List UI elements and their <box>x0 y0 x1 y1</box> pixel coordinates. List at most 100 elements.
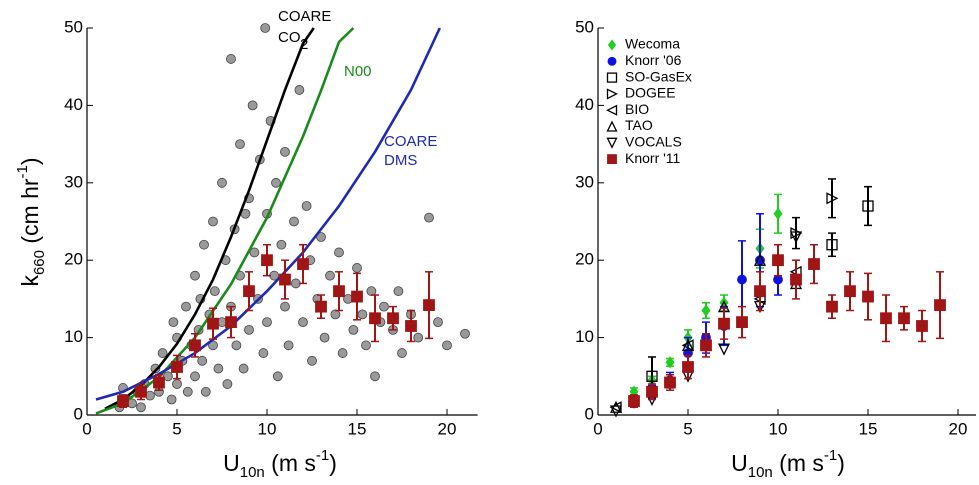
x-tick-label: 20 <box>949 419 968 438</box>
marker <box>117 395 129 407</box>
axis-label-part: 10n <box>240 464 265 481</box>
marker <box>208 216 218 227</box>
marker <box>182 386 193 397</box>
marker <box>701 304 711 317</box>
axis-label-part: ) <box>17 157 43 165</box>
marker <box>664 376 676 389</box>
axis-label-part: U <box>223 450 240 476</box>
marker <box>243 285 255 298</box>
marker <box>370 371 380 382</box>
marker <box>199 239 209 250</box>
marker <box>609 405 623 418</box>
marker <box>433 317 443 328</box>
marker <box>225 316 237 329</box>
marker <box>207 317 219 330</box>
marker <box>646 385 658 398</box>
marker <box>283 340 294 351</box>
marker <box>297 258 309 270</box>
y-tick-label: 20 <box>64 250 83 269</box>
x-tick-label: 0 <box>82 419 91 438</box>
legend-label: Knorr '06 <box>625 52 682 68</box>
x-tick-label: 15 <box>348 419 367 438</box>
marker <box>271 177 281 188</box>
axis-label-part: ) <box>837 450 845 476</box>
legend-label: DOGEE <box>625 85 676 101</box>
marker <box>279 273 291 286</box>
marker <box>352 263 362 273</box>
axis-label-part: ) <box>329 450 337 476</box>
marker <box>189 339 201 352</box>
marker <box>826 300 838 313</box>
marker <box>424 212 434 223</box>
marker <box>361 340 371 351</box>
axis-label-part: U <box>731 450 748 476</box>
marker <box>934 299 946 311</box>
x-tick-label: 10 <box>769 419 788 438</box>
marker <box>307 355 317 366</box>
marker <box>397 348 407 358</box>
marker <box>258 348 269 358</box>
marker <box>209 286 220 297</box>
marker <box>272 371 283 382</box>
y-tick-label: 30 <box>64 172 83 191</box>
marker <box>682 361 694 373</box>
marker <box>628 395 640 407</box>
marker <box>646 370 658 382</box>
y-tick-label: 40 <box>575 95 594 114</box>
marker <box>262 317 272 328</box>
marker <box>700 339 712 352</box>
legend-label: VOCALS <box>625 134 682 150</box>
marker <box>298 317 308 328</box>
marker <box>337 348 348 358</box>
marker <box>244 324 254 335</box>
legend-label: Wecoma <box>625 36 680 52</box>
marker <box>190 270 200 281</box>
marker <box>168 317 179 328</box>
marker <box>197 355 208 366</box>
y-tick-label: 0 <box>585 404 594 423</box>
marker <box>736 316 748 329</box>
axis-label-part: k <box>17 275 43 287</box>
annotation: 2 <box>300 36 308 53</box>
marker <box>880 312 892 325</box>
axis-label-part: (m s <box>265 450 316 476</box>
axis-label: U10n (m s-1) <box>223 447 337 481</box>
marker <box>606 104 618 116</box>
marker <box>754 285 766 298</box>
curve <box>95 27 355 415</box>
marker <box>231 340 242 351</box>
marker <box>681 339 694 352</box>
marker <box>200 386 211 397</box>
marker <box>393 286 404 297</box>
marker <box>222 379 233 389</box>
annotation: N00 <box>344 63 372 80</box>
marker <box>290 278 301 289</box>
marker <box>387 312 399 325</box>
y-tick-label: 20 <box>575 250 594 269</box>
marker <box>606 72 618 83</box>
marker <box>181 301 191 312</box>
marker <box>898 312 910 325</box>
y-tick-label: 0 <box>74 404 83 423</box>
marker <box>351 290 363 303</box>
annotation: COARE <box>278 8 331 25</box>
marker <box>157 348 168 358</box>
x-tick-label: 5 <box>683 419 692 438</box>
marker <box>844 285 856 298</box>
marker <box>609 401 622 414</box>
marker <box>315 300 327 313</box>
marker <box>606 120 618 132</box>
marker <box>190 371 200 382</box>
marker <box>460 328 470 339</box>
marker <box>171 361 183 373</box>
marker <box>717 343 731 356</box>
marker <box>718 317 730 330</box>
axis-label-part: -1 <box>14 165 31 178</box>
legend-label: BIO <box>625 101 649 117</box>
x-tick-label: 10 <box>258 419 277 438</box>
marker <box>247 100 258 111</box>
marker <box>609 400 623 413</box>
marker <box>163 371 173 382</box>
y-tick-label: 50 <box>575 17 594 36</box>
